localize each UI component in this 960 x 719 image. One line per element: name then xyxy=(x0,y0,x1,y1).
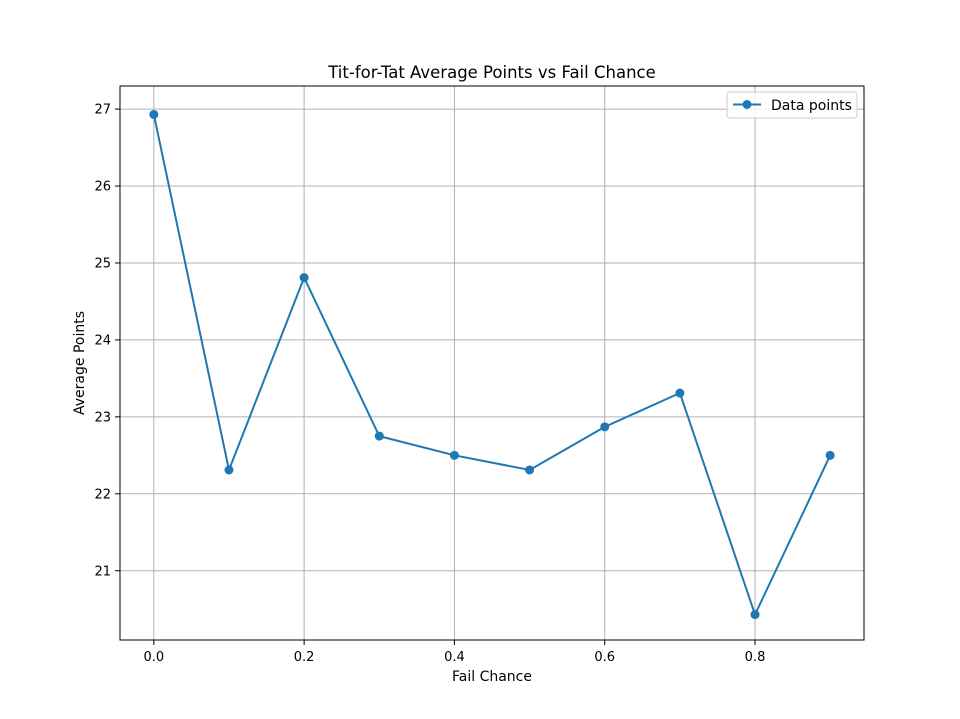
x-tick-label: 0.8 xyxy=(745,650,766,665)
data-point xyxy=(149,109,159,119)
x-tick-label: 0.6 xyxy=(594,650,615,665)
data-point xyxy=(600,422,610,432)
x-tick-label: 0.2 xyxy=(294,650,315,665)
y-tick-label: 23 xyxy=(94,410,111,425)
legend-box xyxy=(726,91,858,119)
chart-title: Tit-for-Tat Average Points vs Fail Chanc… xyxy=(327,63,656,82)
data-point xyxy=(374,431,384,441)
legend-marker xyxy=(742,100,752,109)
x-tick-label: 0.0 xyxy=(143,650,164,665)
data-point xyxy=(825,450,835,460)
series-data-points xyxy=(149,109,835,620)
y-axis-label: Average Points xyxy=(72,311,88,415)
data-point xyxy=(299,273,309,283)
legend-label: Data points xyxy=(771,98,852,114)
data-point xyxy=(525,465,535,475)
plot-area xyxy=(120,86,864,640)
legend: Data points xyxy=(726,91,858,119)
y-tick-label: 24 xyxy=(94,333,111,348)
plot-frame xyxy=(119,85,865,641)
y-tick-label: 25 xyxy=(94,256,111,271)
x-axis-ticks: 0.0 0.2 0.4 0.6 0.8 xyxy=(143,640,765,665)
x-axis-label: Fail Chance xyxy=(452,669,532,685)
data-point xyxy=(750,610,760,620)
y-tick-label: 21 xyxy=(94,564,111,579)
y-tick-label: 22 xyxy=(94,487,111,502)
data-point xyxy=(675,388,685,398)
data-point xyxy=(449,450,459,460)
y-axis-ticks: 21 22 23 24 25 26 27 xyxy=(94,103,120,579)
y-tick-label: 26 xyxy=(94,180,111,195)
series-line xyxy=(152,114,832,616)
data-point xyxy=(224,465,234,475)
y-tick-label: 27 xyxy=(94,103,111,118)
grid-lines xyxy=(120,86,864,640)
x-tick-label: 0.4 xyxy=(444,650,465,665)
